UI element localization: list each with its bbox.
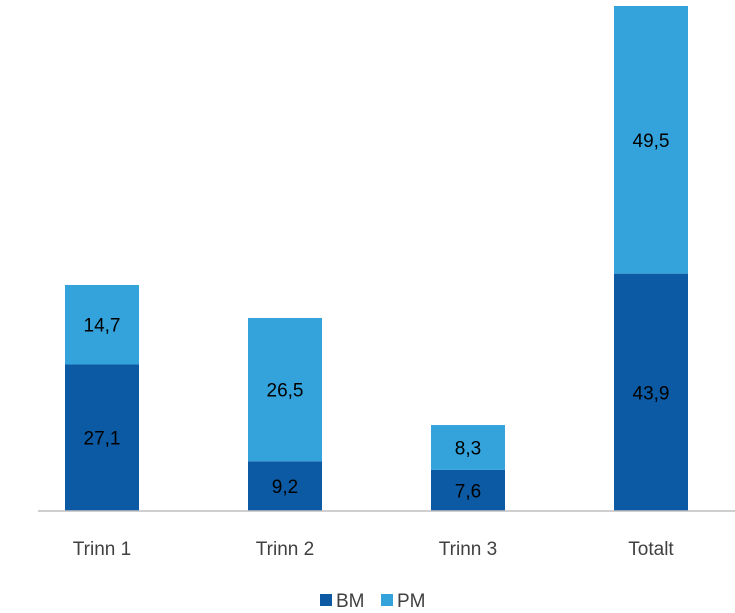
bar-bm-3 — [431, 469, 505, 511]
bar-bm-1 — [65, 364, 139, 511]
x-tick-label-3: Trinn 3 — [439, 539, 497, 560]
data-label-bm-1: 27,1 — [84, 429, 121, 450]
x-tick-label-4: Totalt — [628, 539, 674, 560]
bar-pm-4 — [614, 6, 688, 274]
legend: BM PM — [320, 591, 426, 612]
bars-group: 27,1 14,7 9,2 26,5 7,6 8,3 43,9 49,5 — [65, 6, 688, 511]
legend-label-pm: PM — [397, 591, 426, 612]
data-label-bm-3: 7,6 — [455, 481, 481, 502]
x-tick-label-1: Trinn 1 — [73, 539, 131, 560]
bar-bm-4 — [614, 273, 688, 511]
data-label-pm-3: 8,3 — [455, 438, 481, 459]
bar-pm-1 — [65, 284, 139, 365]
data-label-pm-4: 49,5 — [633, 131, 670, 152]
data-label-bm-2: 9,2 — [272, 477, 298, 498]
bar-pm-2 — [248, 317, 322, 462]
x-tick-labels: Trinn 1 Trinn 2 Trinn 3 Totalt — [73, 539, 675, 560]
data-label-pm-1: 14,7 — [84, 316, 121, 337]
bar-pm-3 — [431, 425, 505, 470]
data-label-pm-2: 26,5 — [267, 381, 304, 402]
legend-swatch-bm — [320, 594, 332, 606]
legend-label-bm: BM — [336, 591, 365, 612]
x-tick-label-2: Trinn 2 — [256, 539, 314, 560]
data-label-bm-4: 43,9 — [633, 383, 670, 404]
legend-swatch-pm — [381, 594, 393, 606]
bar-bm-2 — [248, 461, 322, 511]
